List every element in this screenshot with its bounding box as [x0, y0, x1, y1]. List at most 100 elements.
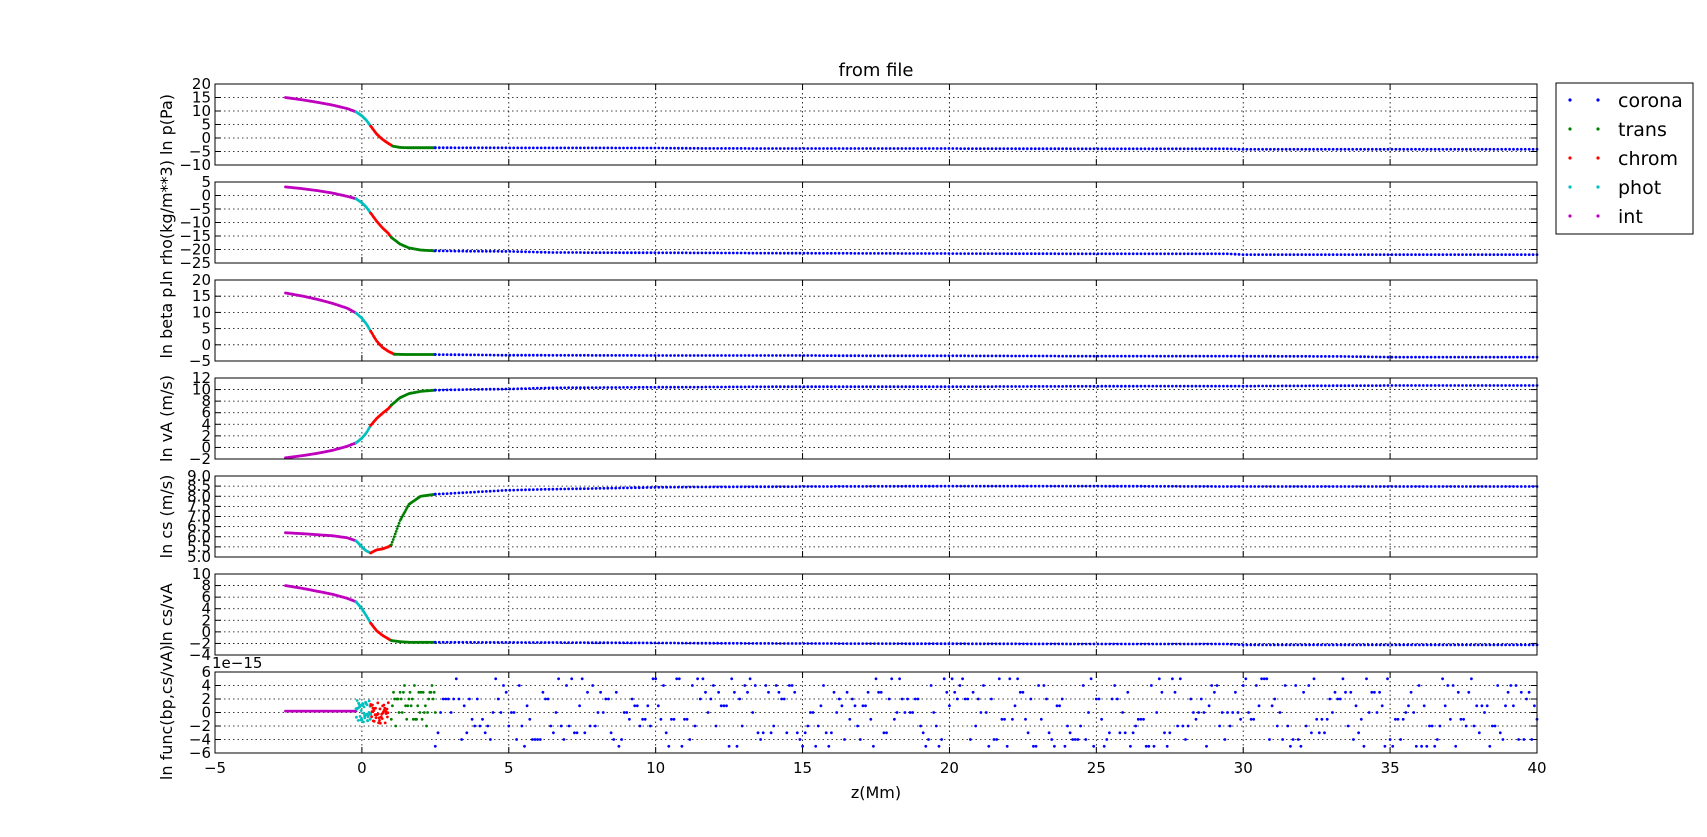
data-point [1488, 355, 1492, 359]
data-point [646, 704, 650, 708]
data-point [1088, 642, 1092, 646]
data-point [1437, 485, 1441, 488]
data-point [1484, 485, 1488, 488]
data-point [1370, 355, 1374, 359]
data-point [731, 354, 735, 357]
data-point [939, 252, 943, 255]
data-point [1100, 354, 1104, 358]
data-point [1100, 484, 1104, 488]
data-point [1257, 147, 1260, 151]
data-point [606, 386, 610, 389]
data-point [1527, 253, 1531, 256]
data-point [433, 249, 437, 253]
data-point [1355, 147, 1359, 151]
data-point [516, 387, 520, 391]
data-point [1155, 147, 1159, 151]
data-point [473, 249, 476, 253]
data-point [1205, 744, 1208, 748]
data-point [492, 641, 496, 644]
data-point [1351, 485, 1355, 488]
data-point [675, 677, 679, 681]
data-point [948, 704, 951, 708]
data-point [692, 354, 696, 357]
data-point [531, 738, 534, 741]
data-point [731, 385, 735, 389]
data-point [1343, 485, 1347, 488]
y-tick-label: −2 [189, 717, 211, 735]
data-point [1218, 485, 1221, 488]
data-point [782, 385, 786, 389]
data-point [1272, 643, 1276, 647]
data-point [795, 731, 799, 735]
y-tick-label: 2 [201, 427, 211, 445]
data-point [1206, 147, 1210, 151]
data-point [1331, 384, 1335, 388]
data-point [724, 485, 727, 489]
data-point [1488, 485, 1492, 488]
data-point [1402, 355, 1406, 359]
data-point [1002, 385, 1006, 388]
data-point [1139, 717, 1143, 721]
data-point [417, 690, 421, 694]
data-point [1155, 252, 1159, 256]
data-point [1076, 484, 1080, 488]
data-point [818, 354, 821, 357]
data-point [1406, 643, 1409, 647]
data-point [362, 705, 366, 709]
legend-item-int: int [1568, 206, 1643, 228]
data-point [416, 704, 420, 708]
data-point [1206, 384, 1210, 388]
data-point [516, 488, 520, 492]
data-point [704, 251, 708, 255]
data-point [1429, 147, 1433, 151]
data-point [931, 252, 935, 255]
data-point [449, 388, 453, 392]
data-point [724, 385, 727, 389]
data-point [1344, 690, 1347, 694]
data-point [1084, 642, 1088, 646]
data-point [1359, 485, 1362, 488]
data-point [884, 484, 888, 488]
data-point [1461, 253, 1464, 256]
data-point [622, 386, 625, 389]
data-point [704, 147, 708, 150]
data-point [1108, 354, 1112, 358]
data-point [929, 684, 933, 687]
data-point [1461, 485, 1464, 488]
data-point [626, 146, 629, 150]
data-point [916, 354, 919, 358]
data-points [284, 584, 1539, 647]
data-point [1441, 643, 1445, 647]
data-point [1139, 384, 1143, 388]
data-point [1174, 384, 1178, 388]
data-point [1241, 147, 1245, 151]
data-point [927, 147, 931, 150]
data-point [1445, 485, 1449, 488]
data-point [1374, 384, 1378, 387]
data-point [393, 532, 397, 536]
data-point [1265, 147, 1268, 151]
legend-label: int [1618, 206, 1643, 228]
data-point [1453, 384, 1457, 387]
data-point [1060, 697, 1064, 701]
data-point [606, 486, 610, 490]
data-point [610, 251, 614, 255]
data-point [609, 731, 613, 735]
data-point [979, 711, 983, 714]
data-point [667, 744, 671, 748]
data-point [1092, 484, 1096, 488]
data-point [432, 690, 436, 694]
data-point [669, 641, 672, 645]
y-tick-label: 8 [201, 392, 211, 410]
data-point [677, 146, 680, 150]
data-point [1449, 717, 1452, 721]
data-point [454, 677, 458, 681]
data-point [559, 386, 563, 390]
data-point [1104, 252, 1108, 256]
data-point [1517, 738, 1520, 741]
data-point [1370, 384, 1374, 387]
data-point [775, 485, 778, 489]
data-point [1459, 717, 1463, 721]
data-point [1523, 147, 1527, 151]
data-point [1229, 147, 1233, 151]
